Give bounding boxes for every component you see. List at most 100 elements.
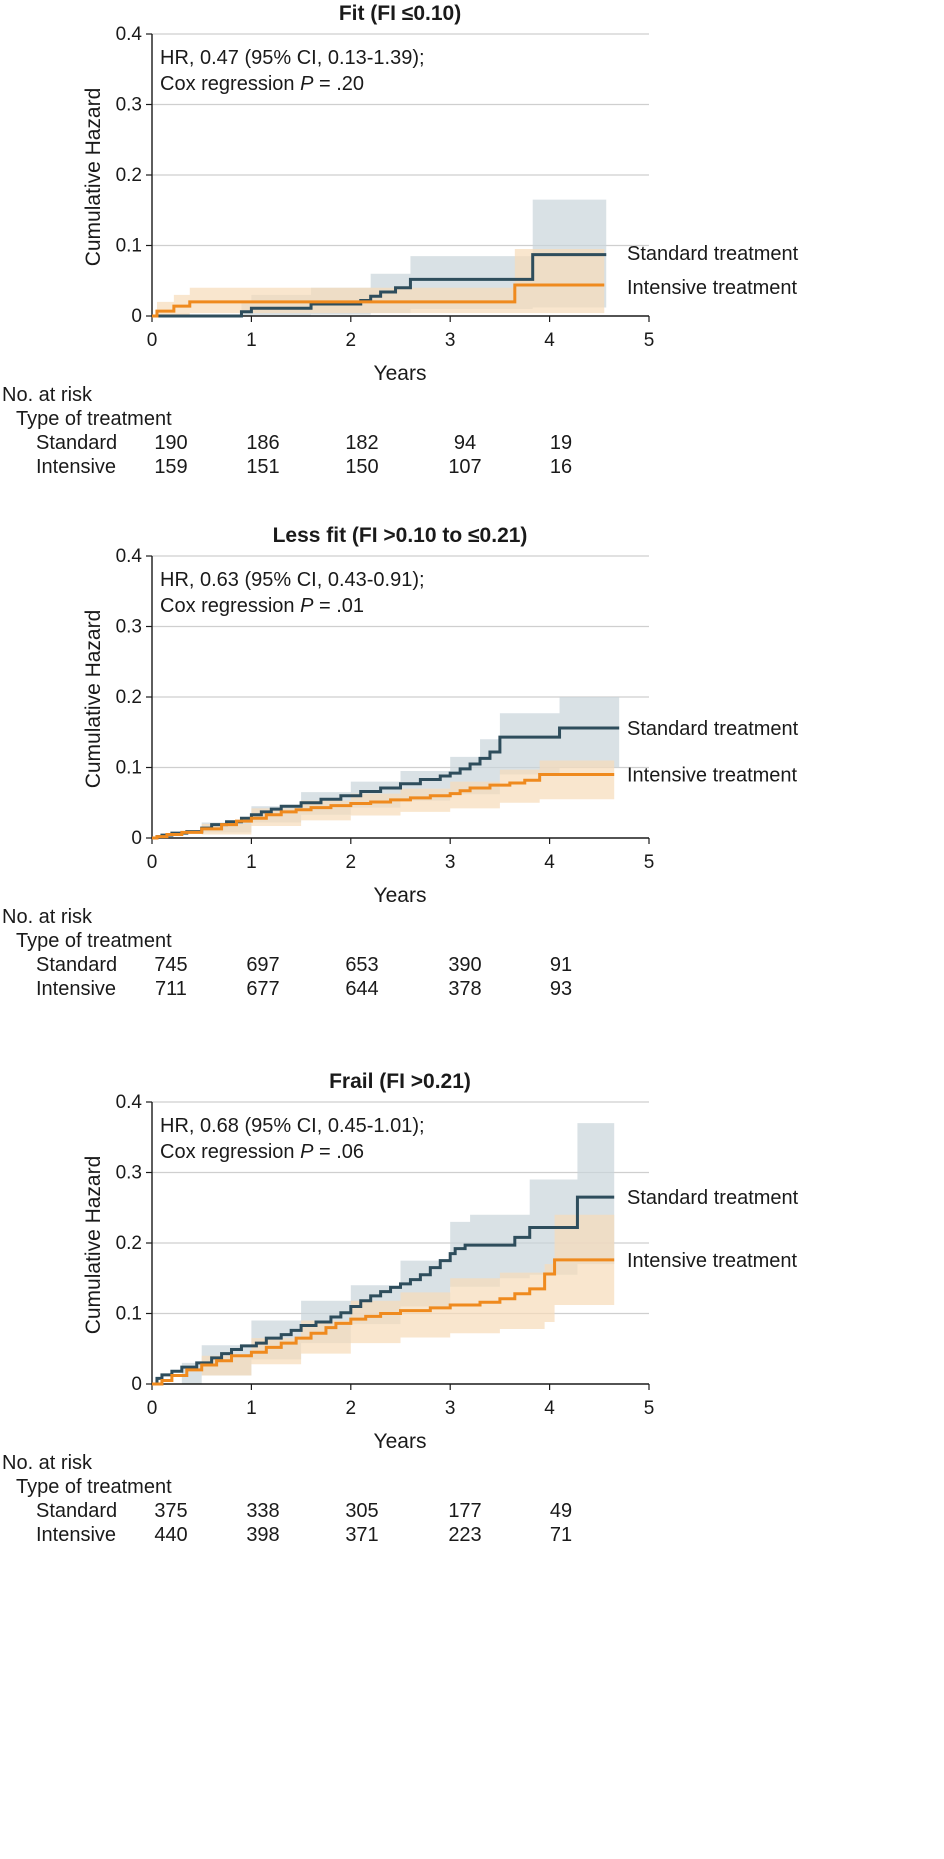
series-label-intensive: Intensive treatment — [627, 1250, 798, 1272]
chart-title: Less fit (FI >0.10 to ≤0.21) — [273, 524, 528, 547]
x-tick-label: 0 — [147, 852, 158, 873]
x-tick-label: 1 — [246, 1398, 257, 1419]
at-risk-value: 398 — [246, 1524, 279, 1546]
p-symbol: P — [300, 595, 314, 617]
at-risk-header: No. at risk — [2, 906, 93, 928]
p-value-annotation: Cox regression P = .01 — [160, 595, 364, 617]
series-label-standard: Standard treatment — [627, 1187, 799, 1209]
x-tick-label: 2 — [346, 330, 357, 351]
x-tick-label: 5 — [644, 852, 655, 873]
x-tick-label: 1 — [246, 330, 257, 351]
intensive-series-line — [152, 773, 615, 840]
x-tick-label: 2 — [346, 1398, 357, 1419]
x-tick-label: 3 — [445, 330, 456, 351]
y-tick-label: 0 — [131, 306, 142, 327]
frail-chart: Frail (FI >0.21) 0 0.1 0.2 0.3 0.4 0 1 2 3 4 5 Years… — [2, 1070, 799, 1546]
x-tick-label: 4 — [544, 852, 555, 873]
at-risk-header: No. at risk — [2, 1452, 93, 1474]
y-tick-label: 0.4 — [116, 24, 143, 45]
at-risk-value: 186 — [246, 432, 279, 454]
y-axis-label: Cumulative Hazard — [82, 88, 105, 267]
x-tick-label: 4 — [544, 330, 555, 351]
x-tick-label: 0 — [147, 330, 158, 351]
chart-title: Frail (FI >0.21) — [329, 1070, 471, 1093]
at-risk-row-label: Standard — [36, 432, 117, 454]
x-tick-label: 2 — [346, 852, 357, 873]
y-tick-label: 0 — [131, 1374, 142, 1395]
at-risk-row-label: Standard — [36, 1500, 117, 1522]
at-risk-value: 338 — [246, 1500, 279, 1522]
at-risk-value: 177 — [448, 1500, 481, 1522]
y-tick-label: 0.2 — [116, 165, 142, 186]
at-risk-header: No. at risk — [2, 384, 93, 406]
at-risk-value: 375 — [154, 1500, 187, 1522]
at-risk-value: 371 — [345, 1524, 378, 1546]
at-risk-subheader: Type of treatment — [16, 408, 172, 430]
y-tick-label: 0.3 — [116, 95, 142, 116]
p-value-prefix: Cox regression — [160, 595, 300, 617]
at-risk-row-label: Standard — [36, 954, 117, 976]
y-tick-label: 0.3 — [116, 617, 142, 638]
intensive-confidence-band — [152, 249, 605, 316]
p-value-suffix: = .06 — [313, 1141, 364, 1163]
x-tick-label: 4 — [544, 1398, 555, 1419]
series-label-intensive: Intensive treatment — [627, 277, 798, 299]
p-symbol: P — [300, 1141, 314, 1163]
intensive-series-line — [152, 283, 605, 318]
at-risk-value: 440 — [154, 1524, 187, 1546]
at-risk-row-label: Intensive — [36, 978, 116, 1000]
frail-panel: Frail (FI >0.21) 0 0.1 0.2 0.3 0.4 0 1 2 3 4 5 Years… — [0, 1068, 944, 1688]
p-symbol: P — [300, 73, 314, 95]
at-risk-row-label: Intensive — [36, 1524, 116, 1546]
y-tick-label: 0.3 — [116, 1163, 142, 1184]
y-tick-label: 0.4 — [116, 1092, 143, 1113]
x-tick-label: 3 — [445, 1398, 456, 1419]
y-tick-label: 0.1 — [116, 236, 142, 257]
at-risk-value: 182 — [345, 432, 378, 454]
standard-series-line — [152, 1195, 615, 1386]
fit-panel: Fit (FI ≤0.10) 0 0.1 0.2 0.3 0.4 0 1 2 3 4 5 Years Cu… — [0, 0, 944, 620]
p-value-suffix: = .20 — [313, 73, 364, 95]
at-risk-subheader: Type of treatment — [16, 1476, 172, 1498]
standard-series-line — [152, 253, 607, 318]
at-risk-value: 305 — [345, 1500, 378, 1522]
at-risk-value: 16 — [550, 456, 572, 478]
at-risk-value: 159 — [154, 456, 187, 478]
at-risk-value: 223 — [448, 1524, 481, 1546]
series-label-intensive: Intensive treatment — [627, 765, 798, 787]
y-tick-label: 0.1 — [116, 1304, 142, 1325]
at-risk-value: 19 — [550, 432, 572, 454]
intensive-series-line — [152, 1258, 615, 1386]
standard-confidence-band — [152, 199, 607, 316]
x-tick-label: 0 — [147, 1398, 158, 1419]
at-risk-value: 644 — [345, 978, 378, 1000]
y-axis-label: Cumulative Hazard — [82, 610, 105, 789]
y-axis-label: Cumulative Hazard — [82, 1156, 105, 1335]
less-fit-chart: Less fit (FI >0.10 to ≤0.21) 0 0.1 0.2 0.3 0.… — [2, 524, 799, 1000]
x-tick-label: 1 — [246, 852, 257, 873]
at-risk-value: 653 — [345, 954, 378, 976]
y-tick-label: 0.2 — [116, 687, 142, 708]
x-tick-label: 5 — [644, 330, 655, 351]
at-risk-value: 94 — [454, 432, 476, 454]
at-risk-subheader: Type of treatment — [16, 930, 172, 952]
x-axis-label: Years — [374, 1430, 427, 1453]
series-label-standard: Standard treatment — [627, 718, 799, 740]
at-risk-value: 150 — [345, 456, 378, 478]
x-axis-label: Years — [374, 884, 427, 907]
at-risk-value: 378 — [448, 978, 481, 1000]
at-risk-value: 71 — [550, 1524, 572, 1546]
at-risk-value: 745 — [154, 954, 187, 976]
x-axis-label: Years — [374, 362, 427, 385]
hr-annotation: HR, 0.68 (95% CI, 0.45-1.01); — [160, 1115, 425, 1137]
y-tick-label: 0.1 — [116, 758, 142, 779]
at-risk-value: 151 — [246, 456, 279, 478]
x-tick-label: 5 — [644, 1398, 655, 1419]
p-value-annotation: Cox regression P = .20 — [160, 73, 364, 95]
less-fit-panel: Less fit (FI >0.10 to ≤0.21) 0 0.1 0.2 0.3 0.… — [0, 522, 944, 1142]
y-tick-label: 0.2 — [116, 1233, 142, 1254]
hr-annotation: HR, 0.47 (95% CI, 0.13-1.39); — [160, 47, 425, 69]
p-value-prefix: Cox regression — [160, 73, 300, 95]
hr-annotation: HR, 0.63 (95% CI, 0.43-0.91); — [160, 569, 425, 591]
at-risk-value: 107 — [448, 456, 481, 478]
